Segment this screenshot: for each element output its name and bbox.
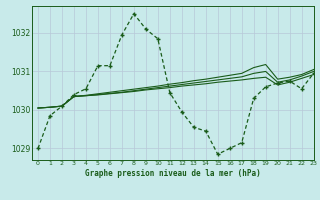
X-axis label: Graphe pression niveau de la mer (hPa): Graphe pression niveau de la mer (hPa) xyxy=(85,169,261,178)
